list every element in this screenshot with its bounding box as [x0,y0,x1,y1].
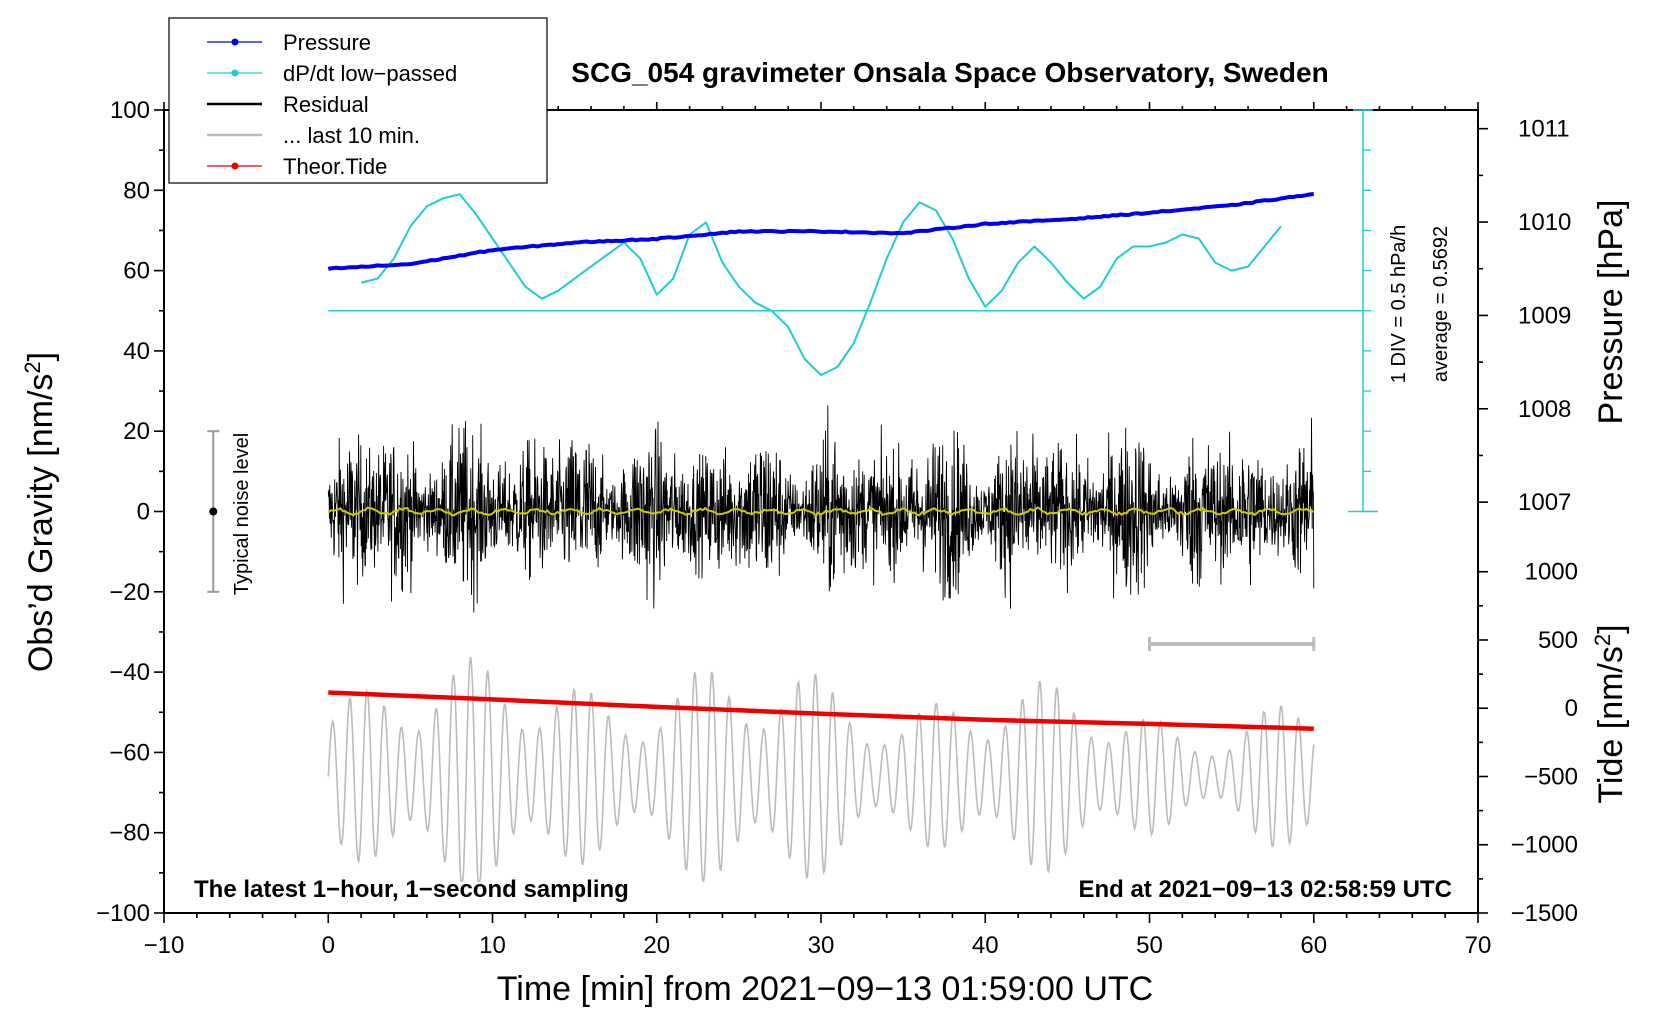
x-tick-label: 30 [808,932,835,959]
y-tick-label: −20 [109,579,150,606]
x-tick-label: 60 [1300,932,1327,959]
y-tick-label: −100 [96,900,150,927]
x-axis-label: Time [min] from 2021−09−13 01:59:00 UTC [497,970,1153,1008]
series-group [327,109,1379,882]
y-tick-label: −40 [109,659,150,686]
x-tick-label: 0 [322,932,335,959]
legend-swatch-dot [231,69,239,77]
legend-label: Theor.Tide [283,154,387,179]
y-tick-label: −60 [109,739,150,766]
y-tick-label: 20 [123,418,150,445]
legend-label: ... last 10 min. [283,123,420,148]
note-latest-hour: The latest 1−hour, 1−second sampling [194,876,629,903]
legend-swatch-dot [231,38,239,46]
legend: Pressure dP/dt low−passed Residual ... last… [168,17,548,184]
x-tick-label: 10 [479,932,506,959]
legend-label: Residual [283,92,369,117]
noise-level-label: Typical noise level [231,433,253,595]
series-dpdt-line [360,193,1282,376]
legend-label: dP/dt low−passed [283,61,457,86]
legend-label: Pressure [283,30,371,55]
series-residual-smoothed-line [327,506,1315,517]
noise-bar-center [209,507,218,516]
tide-tick-label: −1000 [1511,832,1578,859]
y-axis-label-pressure: Pressure [hPa] [1592,200,1630,425]
chart-title: SCG_054 gravimeter Onsala Space Observat… [571,57,1328,88]
x-tick-label: −10 [144,932,185,959]
axes-group: −10 0 10 20 30 40 50 60 70100806040200−20−40−60−… [96,97,1578,959]
legend-frame [168,17,548,184]
x-tick-label: 20 [643,932,670,959]
y-tick-label: 0 [137,499,150,526]
series-last-10-min-line [327,656,1315,882]
y-tick-label: 80 [123,177,150,204]
div-label: 1 DIV = 0.5 hPa/h [1388,225,1410,383]
y-tick-label: 40 [123,338,150,365]
y-tick-label: 100 [110,97,150,124]
tide-tick-label: −500 [1524,763,1578,790]
y-tick-label: 60 [123,258,150,285]
y-tick-label: −80 [109,820,150,847]
tide-tick-label: −1500 [1511,900,1578,927]
pressure-tick-label: 1009 [1518,302,1571,329]
series-theor-tide-line [328,690,1314,731]
tide-tick-label: 1000 [1525,559,1578,586]
tide-tick-label: 0 [1565,695,1578,722]
y-axis-label-gravity: Obs’d Gravity [nm/s2] [20,352,61,672]
pressure-tick-label: 1010 [1518,209,1571,236]
annotations-group [207,430,1316,651]
tide-tick-label: 500 [1538,627,1578,654]
x-tick-label: 70 [1465,932,1492,959]
legend-swatch-dot [231,162,239,170]
pressure-tick-label: 1007 [1518,489,1571,516]
series-pressure-line [327,192,1315,271]
average-label: average = 0.5692 [1430,226,1452,382]
pressure-tick-label: 1011 [1518,116,1570,143]
note-end-time: End at 2021−09−13 02:58:59 UTC [1078,876,1452,903]
y-axis-label-tide: Tide [nm/s2] [1590,624,1631,803]
x-tick-label: 50 [1136,932,1163,959]
x-tick-label: 40 [972,932,999,959]
pressure-tick-label: 1008 [1518,396,1571,423]
